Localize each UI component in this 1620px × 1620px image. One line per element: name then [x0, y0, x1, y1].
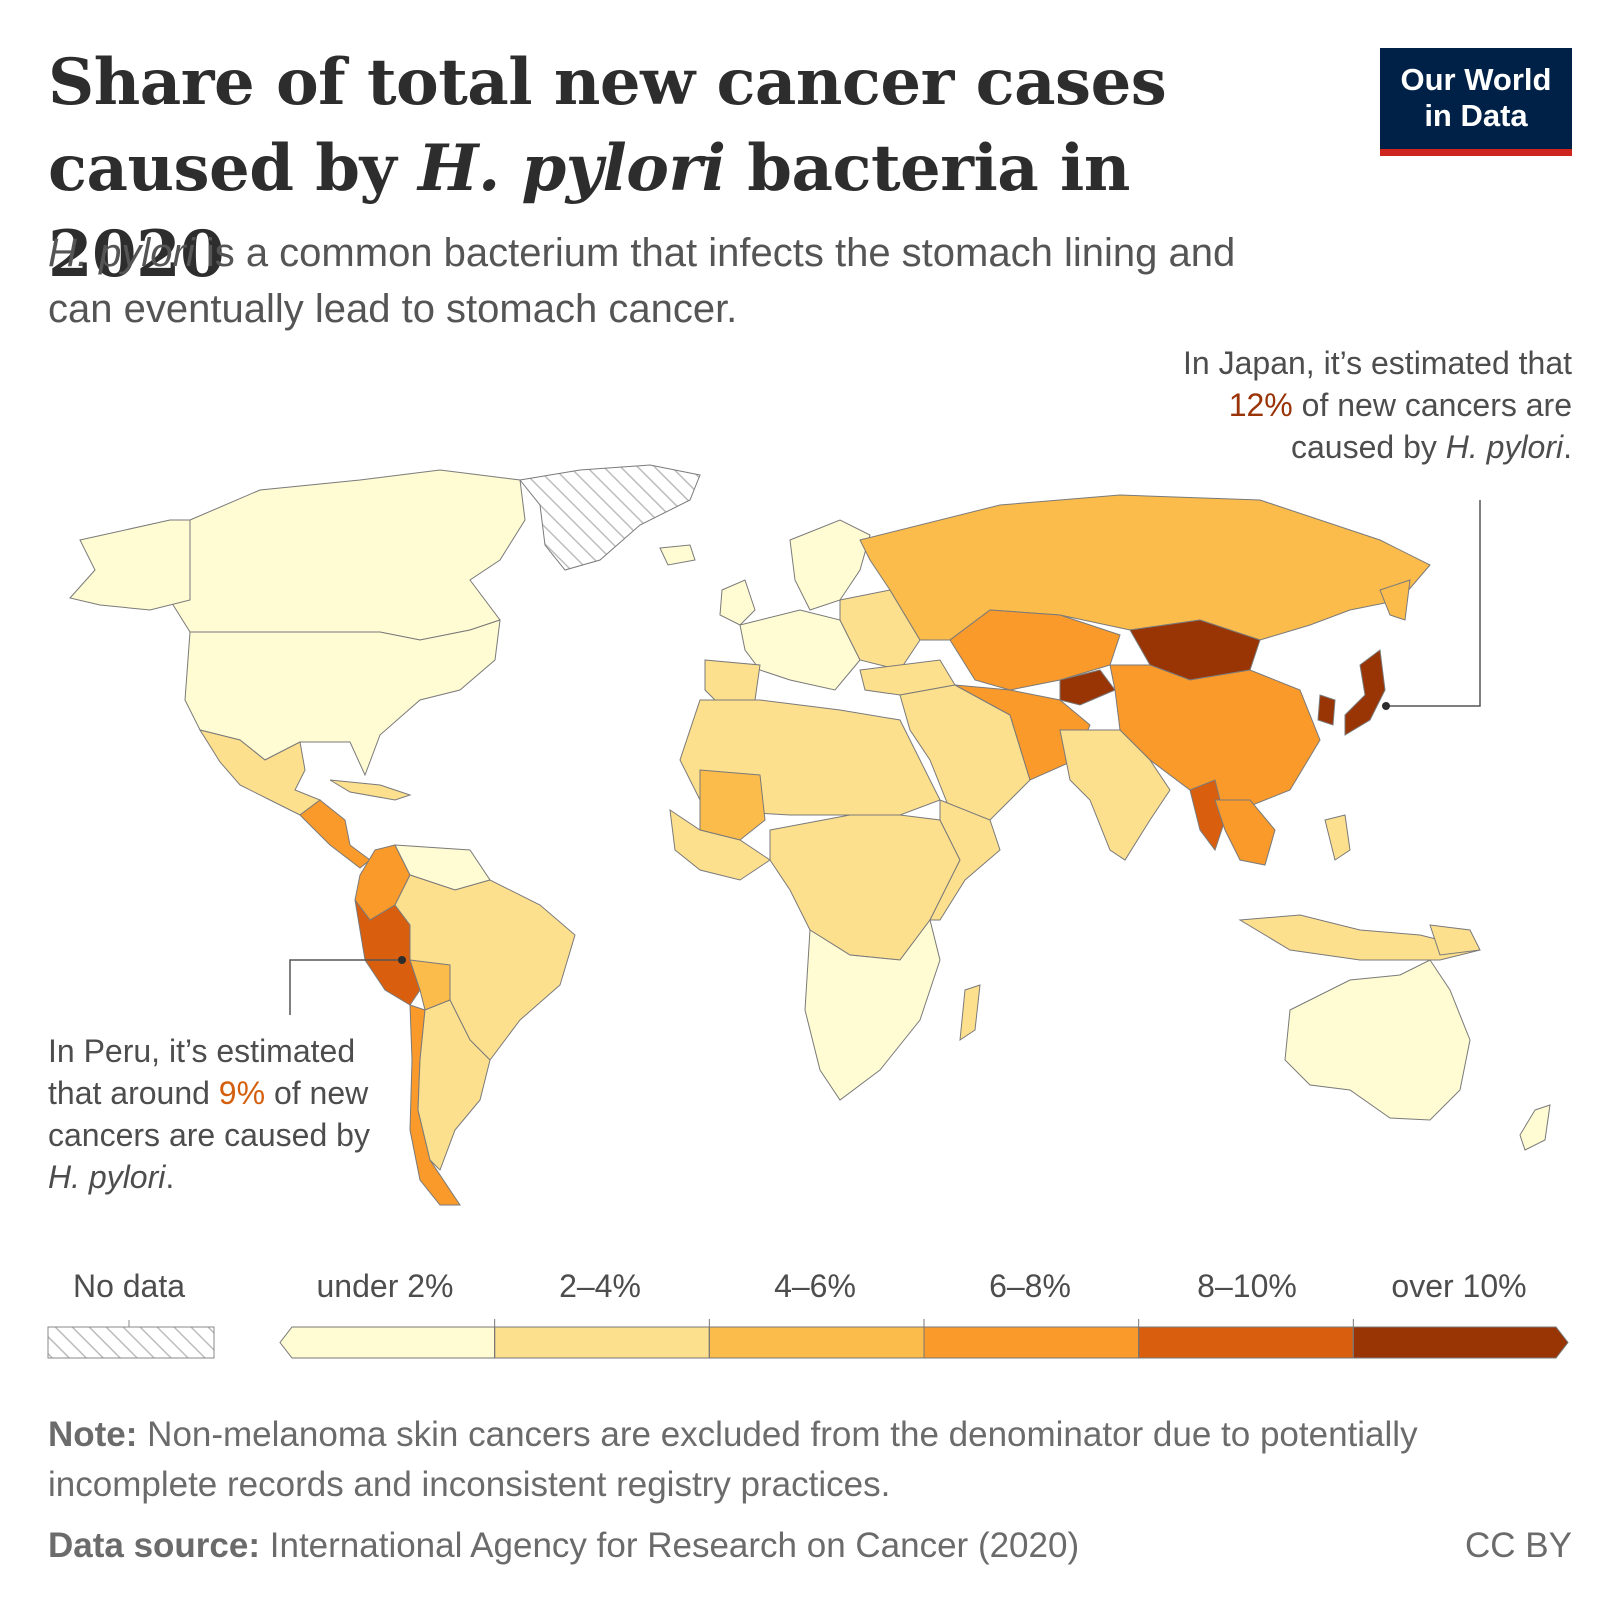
peru-annot-mid: of new cancers are caused by [48, 1075, 370, 1153]
region-argentina[interactable] [417, 999, 491, 1171]
legend-bin-2[interactable] [708, 1326, 925, 1359]
japan-annot-post: . [1563, 429, 1572, 465]
region-kamchatka[interactable] [1379, 579, 1411, 621]
region-myanmar[interactable] [1189, 779, 1226, 852]
legend-no-data-swatch [47, 1326, 215, 1359]
region-southern-africa[interactable] [804, 918, 941, 1101]
region-caribbean[interactable] [329, 779, 412, 801]
legend-label-under-2: under 2% [316, 1268, 454, 1304]
region-mexico[interactable] [198, 729, 322, 816]
region-iceland[interactable] [659, 544, 696, 566]
source-text: International Agency for Research on Can… [260, 1526, 1080, 1565]
region-russia[interactable] [859, 494, 1431, 641]
region-kyrgyzstan-tajikistan[interactable] [1059, 669, 1116, 706]
japan-annot-em: H. pylori [1445, 429, 1564, 465]
region-indochina[interactable] [1214, 799, 1276, 866]
legend-label-4-6: 4–6% [774, 1268, 856, 1304]
chart-title: Share of total new cancer cases caused b… [48, 40, 1308, 298]
annotation-japan: In Japan, it’s estimated that 12% of new… [1152, 342, 1572, 468]
logo-red-bar [1380, 149, 1572, 156]
region-philippines[interactable] [1324, 814, 1351, 861]
peru-annot-post: . [165, 1159, 175, 1195]
title-line-2-pre: caused by [48, 131, 418, 206]
region-iberia[interactable] [704, 659, 761, 706]
legend-no-data-label: No data [72, 1268, 186, 1304]
region-mali[interactable] [699, 769, 766, 841]
peru-annot-em: H. pylori [48, 1159, 166, 1195]
region-new-zealand[interactable] [1519, 1104, 1551, 1151]
peru-annotation-line [289, 959, 402, 1015]
peru-annot-value: 9% [218, 1075, 266, 1111]
region-west-africa[interactable] [669, 808, 771, 881]
region-greenland[interactable] [519, 464, 701, 571]
note-label: Note: [48, 1415, 138, 1454]
region-india[interactable] [1059, 729, 1171, 861]
footer-note: Note: Non-melanoma skin cancers are excl… [48, 1410, 1568, 1510]
owid-logo[interactable]: Our World in Data [1380, 48, 1572, 156]
region-papua-new-guinea[interactable] [1429, 924, 1481, 956]
legend-label-over-10: over 10% [1391, 1268, 1527, 1304]
title-line-2-em: H. pylori [417, 131, 726, 206]
japan-annot-mid: of new cancers are caused by [1290, 387, 1572, 465]
region-western-europe[interactable] [739, 609, 861, 691]
logo-line-2: in Data [1424, 98, 1528, 133]
legend-label-6-8: 6–8% [989, 1268, 1071, 1304]
region-japan[interactable] [1344, 649, 1386, 736]
japan-annotation-line [1386, 500, 1481, 707]
japan-annot-pre: In Japan, it’s estimated that [1183, 345, 1572, 381]
annotation-peru: In Peru, it’s estimated that around 9% o… [48, 1030, 408, 1198]
title-line-1: Share of total new cancer cases [48, 45, 1167, 120]
chart-subtitle: H. pylori is a common bacterium that inf… [48, 225, 1298, 337]
logo-line-1: Our World [1400, 62, 1552, 97]
subtitle-rest: is a common bacterium that infects the s… [48, 231, 1236, 331]
logo-text: Our World in Data [1380, 62, 1572, 134]
note-text: Non-melanoma skin cancers are excluded f… [48, 1415, 1418, 1504]
footer-source: Data source: International Agency for Re… [48, 1526, 1079, 1566]
footer-license[interactable]: CC BY [1465, 1526, 1572, 1565]
legend-bar [47, 1319, 1569, 1359]
title-line-2-post: bacteria in 2020 [48, 131, 1130, 292]
region-korea[interactable] [1317, 694, 1336, 726]
legend-label-2-4: 2–4% [559, 1268, 641, 1304]
peru-annot-pre: In Peru, it’s estimated that around [48, 1033, 356, 1111]
peru-annotation-dot [398, 956, 406, 964]
legend-bin-4[interactable] [1138, 1326, 1354, 1359]
legend-bins [279, 1319, 1569, 1359]
region-australia[interactable] [1284, 959, 1471, 1121]
region-madagascar[interactable] [959, 984, 981, 1042]
world-map[interactable] [0, 440, 1620, 1230]
legend-bin-5[interactable] [1352, 1326, 1569, 1359]
japan-annot-value: 12% [1228, 387, 1293, 423]
legend-label-8-10: 8–10% [1197, 1268, 1297, 1304]
region-uk-ireland[interactable] [719, 579, 756, 626]
subtitle-em: H. pylori [48, 231, 195, 275]
region-east-africa[interactable] [929, 799, 1001, 921]
region-central-america[interactable] [299, 799, 371, 869]
source-label: Data source: [48, 1526, 261, 1565]
legend-bin-1[interactable] [494, 1326, 710, 1359]
region-scandinavia[interactable] [789, 519, 871, 611]
region-alaska[interactable] [69, 519, 191, 611]
japan-annotation-dot [1382, 702, 1390, 710]
legend-bin-3[interactable] [923, 1326, 1140, 1359]
legend-bin-0[interactable] [279, 1326, 496, 1359]
